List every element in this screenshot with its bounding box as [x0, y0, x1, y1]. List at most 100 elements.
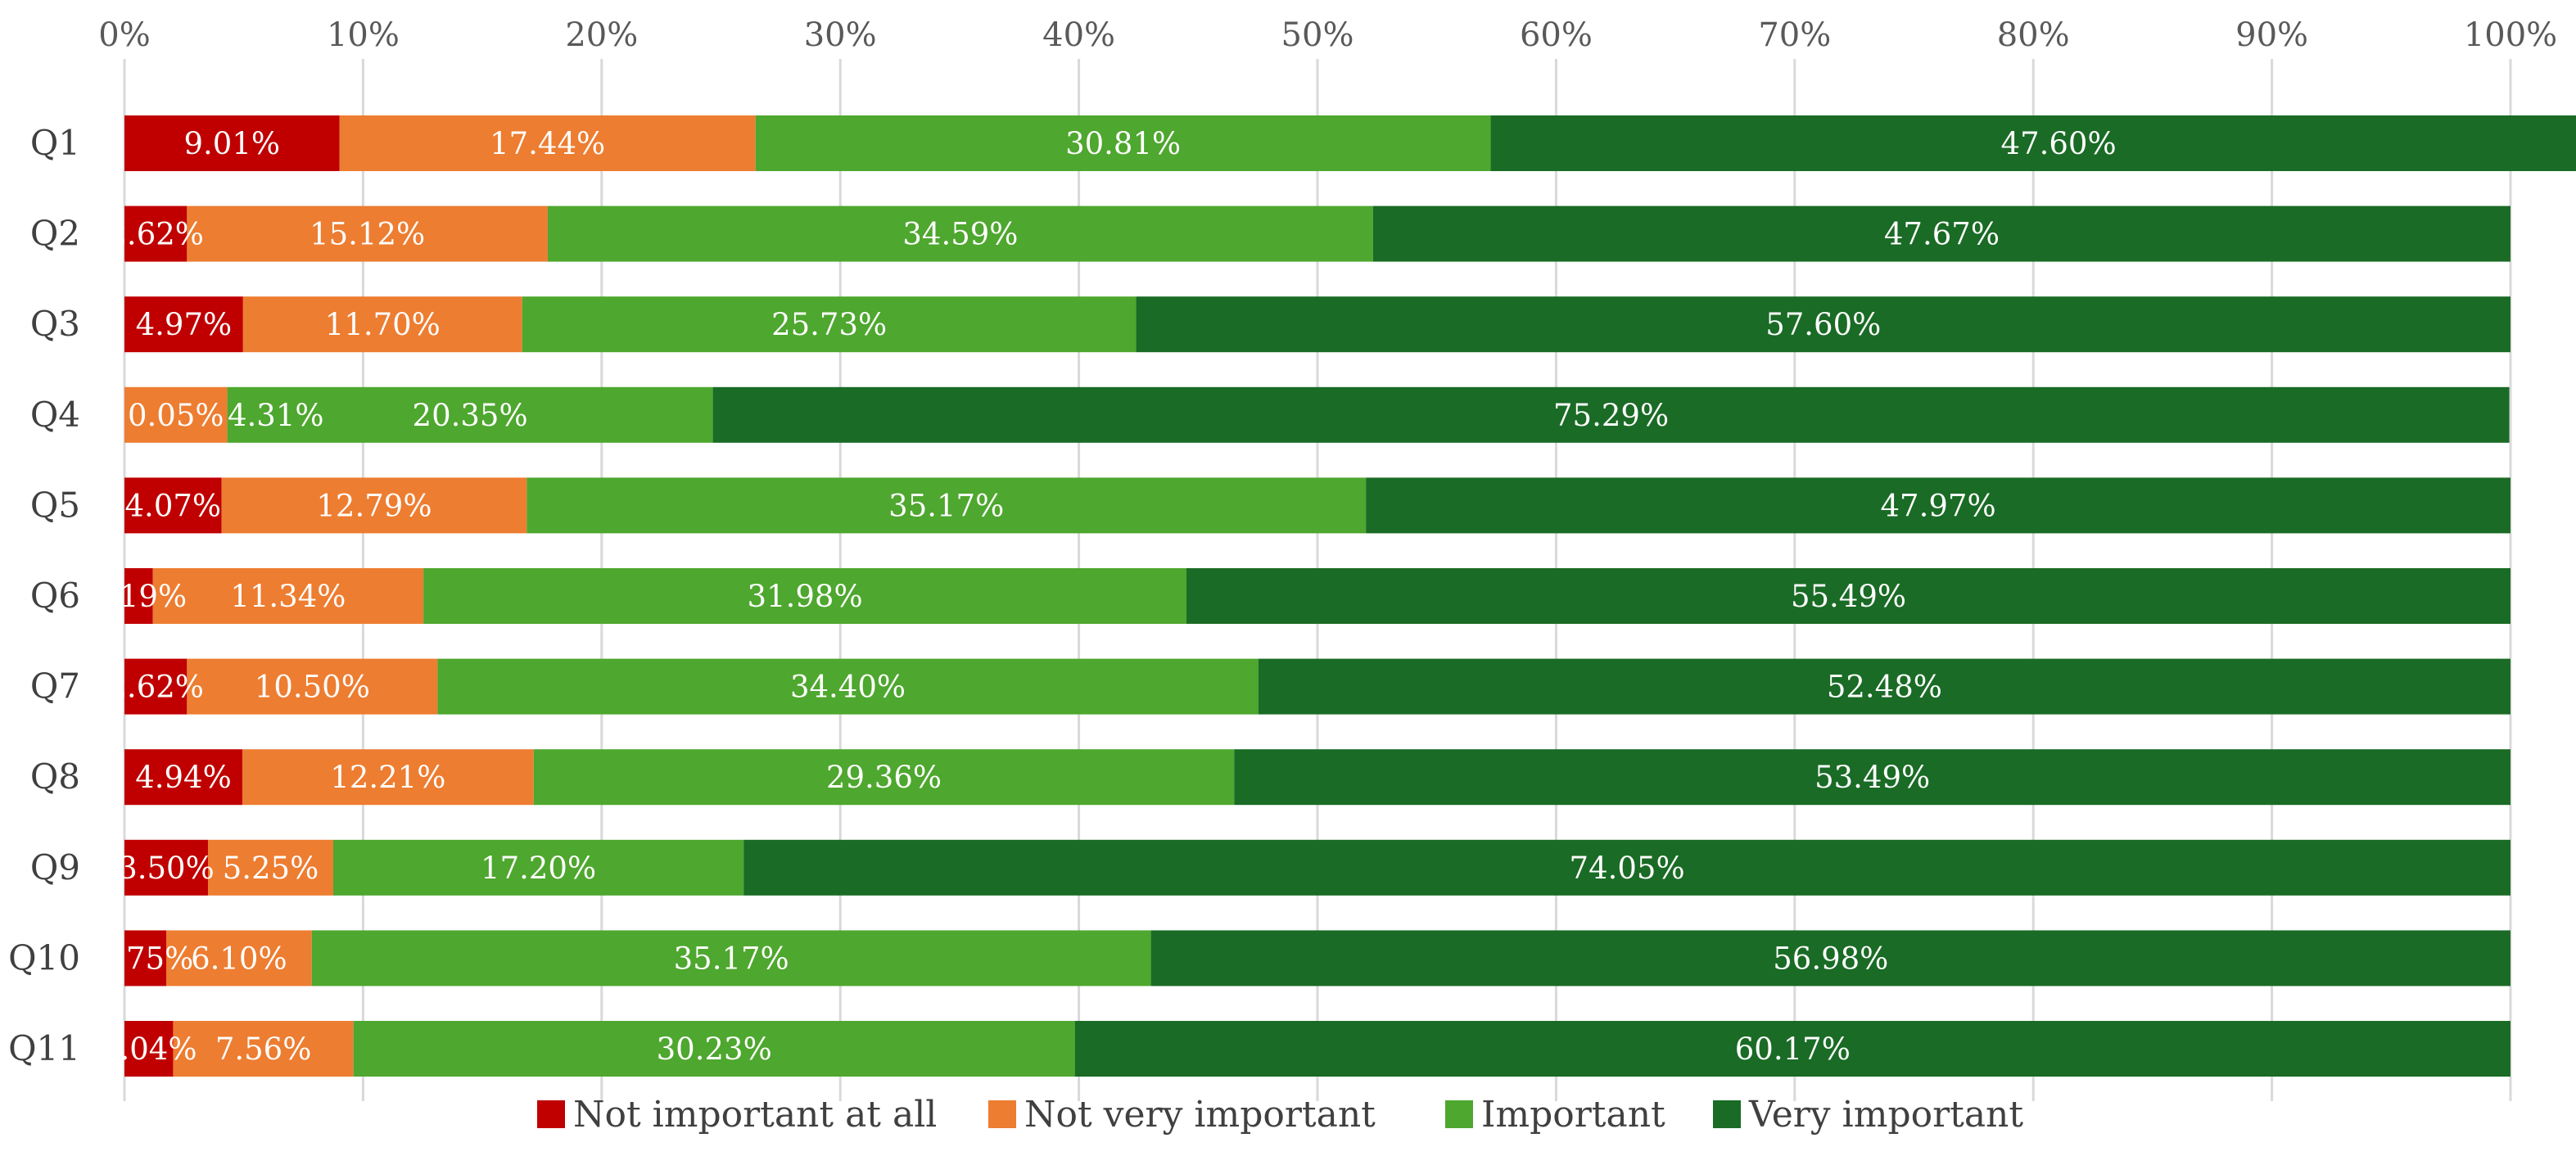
data-label-q4-important: 20.35% [413, 398, 528, 433]
data-label-q5-not-very-important: 12.79% [316, 488, 432, 523]
bar-q3-very-important [1136, 296, 2510, 353]
data-label-q9-not-important-at-all: 3.50% [118, 851, 215, 886]
data-label-q7-very-important: 52.48% [1827, 670, 1942, 705]
category-label-q1: Q1 [30, 123, 80, 163]
bar-q11-very-important [1074, 1021, 2510, 1077]
x-tick-label-90: 90% [2235, 16, 2308, 54]
category-label-q4: Q4 [30, 395, 80, 435]
data-label-q8-not-important-at-all: 4.94% [135, 760, 232, 795]
x-axis-ticks: 0% 10% 20% 30% 40% 50% 60% 70% 80% 90% 100% [98, 16, 2557, 54]
x-tick-label-80: 80% [1997, 16, 2070, 54]
bar-q7-not-important-at-all [124, 658, 188, 715]
data-label-q9-not-very-important: 5.25% [223, 851, 319, 886]
data-label-q5-not-important-at-all: 4.07% [125, 488, 222, 523]
bar-q2-not-important-at-all [124, 205, 188, 262]
bar-q8-not-very-important [242, 749, 534, 806]
data-label-q1-very-important: 47.60% [2001, 126, 2117, 161]
data-label-q8-very-important: 53.49% [1814, 760, 1930, 795]
data-label-q2-not-important-at-all: 2.62% [107, 217, 204, 252]
x-tick-label-50: 50% [1281, 16, 1354, 54]
data-label-q7-important: 34.40% [790, 670, 906, 705]
data-label-q11-important: 30.23% [657, 1032, 772, 1067]
bar-q6-not-important-at-all [124, 568, 153, 624]
legend-label-not-important-at-all: Not important at all [573, 1094, 937, 1136]
data-label-q11-not-very-important: 7.56% [215, 1032, 312, 1067]
y-axis-categories: Q1 Q2 Q3 Q4 Q5 Q6 Q7 Q8 Q9 Q10 Q11 [8, 123, 80, 1068]
bar-q1-not-very-important [339, 115, 756, 171]
data-label-q6-not-very-important: 11.34% [230, 579, 346, 614]
bar-q10-very-important [1150, 930, 2510, 987]
data-label-extra-q4-0: 4.31% [228, 398, 324, 433]
bar-q11-not-very-important [173, 1021, 354, 1077]
data-label-q10-very-important: 56.98% [1773, 941, 1888, 976]
x-tick-label-0: 0% [98, 16, 150, 54]
bar-q10-not-very-important [165, 930, 312, 987]
data-label-q7-not-very-important: 10.50% [255, 670, 370, 705]
data-label-q6-important: 31.98% [748, 579, 863, 614]
bar-q3-important [522, 296, 1137, 353]
bar-q7-not-very-important [187, 658, 438, 715]
data-label-q9-very-important: 74.05% [1570, 851, 1685, 886]
category-label-q10: Q10 [8, 937, 80, 978]
data-labels: 9.01% 17.44% 30.81% 47.60% 2.62% 15.12% 34.59%… [91, 126, 2117, 1067]
data-label-q6-very-important: 55.49% [1791, 579, 1906, 614]
bar-q4-very-important [712, 386, 2510, 443]
bar-q6-not-very-important [152, 568, 424, 624]
category-label-q6: Q6 [30, 576, 80, 616]
bar-q3-not-important-at-all [124, 296, 243, 353]
category-label-q9: Q9 [30, 847, 80, 887]
data-label-q8-not-very-important: 12.21% [330, 760, 445, 795]
bar-q9-very-important [743, 839, 2510, 896]
bar-q6-important [423, 568, 1187, 624]
legend-swatch-very-important [1713, 1100, 1741, 1128]
bar-q5-not-important-at-all [124, 477, 222, 534]
bar-q2-important [547, 205, 1373, 262]
data-label-q11-not-important-at-all: 2.04% [101, 1032, 197, 1067]
data-label-q6-not-important-at-all: 1.19% [91, 579, 188, 614]
data-label-q7-not-important-at-all: 2.62% [107, 670, 204, 705]
data-label-q4-not-very-important: 0.05% [128, 398, 224, 433]
bar-q8-important [533, 749, 1235, 806]
data-label-q2-not-very-important: 15.12% [310, 217, 425, 252]
bar-q5-important [526, 477, 1367, 534]
bar-q9-not-important-at-all [124, 839, 208, 896]
bar-q1-important [755, 115, 1491, 171]
x-tick-label-40: 40% [1042, 16, 1115, 54]
data-label-q3-important: 25.73% [771, 307, 887, 342]
data-label-q9-important: 17.20% [481, 851, 596, 886]
bar-q5-very-important [1366, 477, 2510, 534]
data-label-q3-not-important-at-all: 4.97% [136, 307, 233, 342]
data-label-q3-not-very-important: 11.70% [325, 307, 441, 342]
x-tick-label-20: 20% [565, 16, 638, 54]
bar-q10-important [311, 930, 1151, 987]
category-label-q2: Q2 [30, 214, 80, 254]
bar-q9-not-very-important [207, 839, 333, 896]
data-label-q2-very-important: 47.67% [1884, 217, 2000, 252]
data-label-q4-very-important: 75.29% [1553, 398, 1669, 433]
bar-q7-important [437, 658, 1259, 715]
x-tick-label-100: 100% [2464, 16, 2557, 54]
data-label-q2-important: 34.59% [902, 217, 1018, 252]
legend-label-not-very-important: Not very important [1024, 1094, 1376, 1136]
data-label-q8-important: 29.36% [826, 760, 942, 795]
bar-q4-important [227, 386, 713, 443]
category-label-q8: Q8 [30, 756, 80, 797]
data-label-q1-not-important-at-all: 9.01% [184, 126, 281, 161]
data-label-q5-important: 35.17% [888, 488, 1004, 523]
data-label-q10-not-very-important: 6.10% [191, 941, 287, 976]
data-label-q10-important: 35.17% [674, 941, 789, 976]
bar-q11-important [353, 1021, 1075, 1077]
legend-swatch-important [1445, 1100, 1473, 1128]
category-label-q5: Q5 [30, 485, 80, 525]
data-label-q5-very-important: 47.97% [1881, 488, 1996, 523]
bars [124, 115, 2576, 1077]
x-tick-label-70: 70% [1758, 16, 1831, 54]
category-label-q3: Q3 [30, 304, 80, 344]
data-label-q10-not-important-at-all: 1.75% [97, 941, 194, 976]
legend-swatch-not-very-important [988, 1100, 1016, 1128]
bar-q2-very-important [1372, 205, 2510, 262]
legend-label-important: Important [1481, 1094, 1665, 1136]
data-label-q3-very-important: 57.60% [1765, 307, 1881, 342]
bar-q10-not-important-at-all [124, 930, 166, 987]
